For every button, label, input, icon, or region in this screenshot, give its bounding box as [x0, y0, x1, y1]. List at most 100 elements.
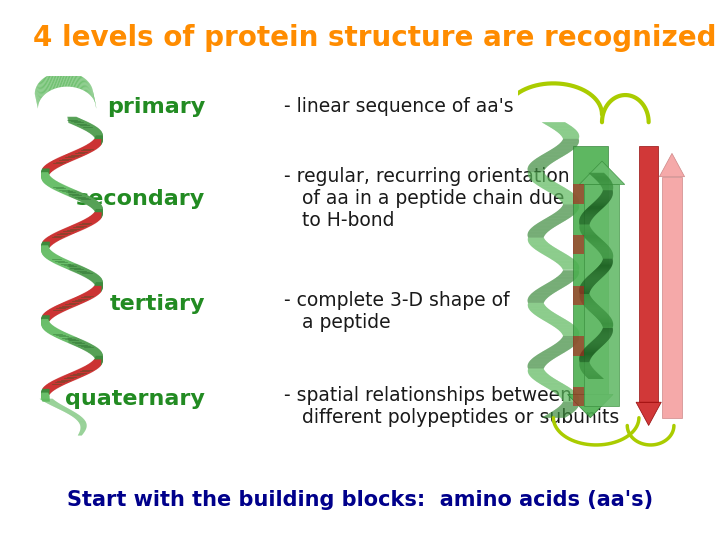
Polygon shape — [589, 310, 606, 312]
Polygon shape — [555, 212, 577, 213]
Polygon shape — [71, 372, 82, 378]
Polygon shape — [536, 381, 559, 382]
Polygon shape — [587, 345, 604, 346]
Polygon shape — [597, 199, 611, 200]
Polygon shape — [599, 252, 613, 253]
Polygon shape — [95, 137, 102, 144]
Polygon shape — [552, 411, 575, 412]
Polygon shape — [43, 166, 51, 173]
Polygon shape — [46, 310, 55, 317]
Polygon shape — [549, 216, 572, 217]
Polygon shape — [537, 185, 561, 186]
Polygon shape — [91, 141, 99, 148]
Polygon shape — [65, 262, 76, 269]
Polygon shape — [582, 373, 598, 374]
Polygon shape — [50, 161, 59, 168]
Polygon shape — [94, 132, 102, 138]
Polygon shape — [47, 253, 55, 260]
Polygon shape — [95, 353, 102, 360]
Polygon shape — [41, 245, 48, 251]
Polygon shape — [595, 338, 611, 339]
Polygon shape — [543, 188, 567, 189]
Polygon shape — [92, 140, 101, 146]
Polygon shape — [71, 225, 81, 231]
Polygon shape — [60, 260, 70, 267]
Polygon shape — [85, 345, 94, 352]
Polygon shape — [59, 333, 69, 340]
Polygon shape — [53, 233, 63, 239]
Polygon shape — [61, 334, 71, 341]
Polygon shape — [48, 181, 58, 187]
Polygon shape — [77, 194, 88, 201]
Polygon shape — [50, 308, 60, 314]
Polygon shape — [45, 326, 55, 332]
Polygon shape — [68, 117, 78, 123]
Polygon shape — [547, 151, 571, 152]
Polygon shape — [57, 158, 67, 164]
Polygon shape — [55, 232, 64, 239]
Polygon shape — [42, 320, 48, 326]
Polygon shape — [545, 255, 569, 256]
Polygon shape — [55, 258, 65, 264]
Polygon shape — [43, 387, 52, 393]
Polygon shape — [545, 321, 570, 322]
Polygon shape — [92, 350, 101, 356]
Polygon shape — [51, 381, 61, 387]
Polygon shape — [89, 289, 98, 296]
Polygon shape — [587, 276, 603, 278]
Polygon shape — [79, 295, 89, 301]
Polygon shape — [86, 291, 96, 298]
Polygon shape — [56, 231, 66, 238]
Polygon shape — [95, 210, 102, 216]
Polygon shape — [53, 330, 63, 337]
Text: - regular, recurring orientation
   of aa in a peptide chain due
   to H-bond: - regular, recurring orientation of aa i… — [284, 167, 570, 231]
Polygon shape — [96, 136, 103, 142]
Polygon shape — [60, 156, 70, 163]
Polygon shape — [528, 303, 544, 304]
Polygon shape — [602, 192, 613, 193]
Polygon shape — [57, 72, 62, 87]
Polygon shape — [561, 273, 579, 274]
Text: primary: primary — [107, 97, 205, 117]
Polygon shape — [46, 384, 55, 390]
Polygon shape — [601, 186, 613, 187]
Polygon shape — [94, 212, 102, 218]
Polygon shape — [51, 183, 60, 189]
Polygon shape — [529, 230, 550, 231]
Polygon shape — [48, 75, 52, 91]
Polygon shape — [81, 220, 91, 226]
Polygon shape — [84, 272, 94, 278]
Polygon shape — [63, 188, 73, 194]
Polygon shape — [580, 215, 595, 217]
Polygon shape — [93, 287, 101, 293]
Polygon shape — [45, 165, 54, 171]
Polygon shape — [529, 295, 551, 296]
Polygon shape — [78, 368, 89, 375]
Polygon shape — [92, 203, 101, 210]
Polygon shape — [90, 275, 99, 281]
Polygon shape — [528, 369, 544, 370]
Polygon shape — [594, 246, 610, 247]
Polygon shape — [563, 335, 579, 336]
Polygon shape — [528, 232, 547, 233]
Polygon shape — [88, 363, 97, 370]
Polygon shape — [531, 162, 554, 163]
Polygon shape — [528, 170, 544, 171]
Polygon shape — [585, 347, 601, 348]
Polygon shape — [43, 250, 51, 256]
Polygon shape — [89, 143, 98, 149]
Polygon shape — [94, 139, 102, 145]
Polygon shape — [61, 229, 72, 235]
Polygon shape — [41, 317, 48, 323]
Polygon shape — [71, 118, 81, 124]
Polygon shape — [83, 367, 92, 373]
Polygon shape — [81, 270, 91, 276]
Polygon shape — [94, 352, 102, 358]
Polygon shape — [558, 264, 578, 265]
Polygon shape — [42, 394, 49, 400]
Polygon shape — [545, 190, 569, 191]
Polygon shape — [42, 172, 48, 178]
Polygon shape — [549, 389, 573, 390]
Polygon shape — [584, 348, 600, 349]
Polygon shape — [549, 258, 572, 259]
